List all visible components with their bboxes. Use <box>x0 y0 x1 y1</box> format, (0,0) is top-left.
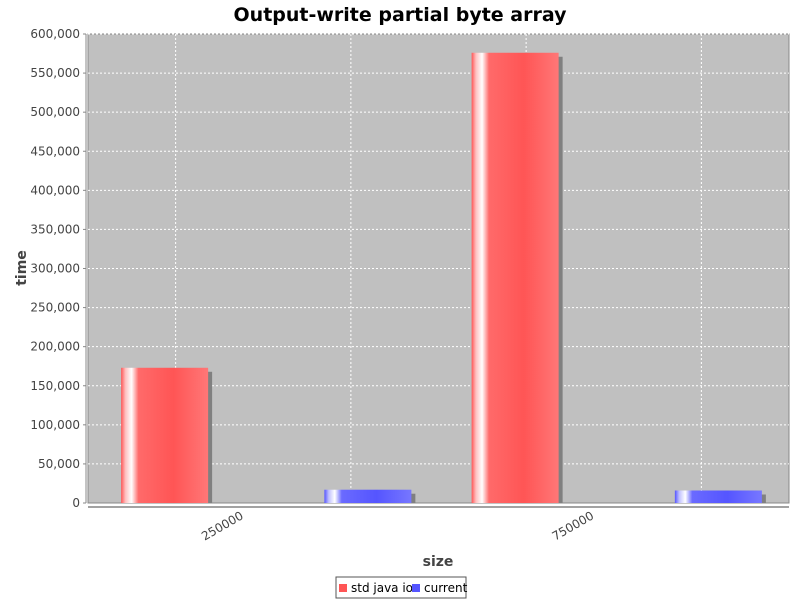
x-tick-label: 750000 <box>550 508 597 543</box>
y-tick-label: 0 <box>72 496 80 510</box>
bar-current-250000 <box>324 489 412 503</box>
y-tick-label: 150,000 <box>30 379 80 393</box>
bar-std-java-io-750000 <box>471 52 559 503</box>
legend-box <box>335 576 467 599</box>
y-tick-label: 350,000 <box>30 222 80 236</box>
x-axis-ticks: 250000 750000 <box>199 508 596 543</box>
y-tick-label: 50,000 <box>38 457 80 471</box>
y-tick-label: 300,000 <box>30 262 80 276</box>
chart-title: Output-write partial byte array <box>234 4 568 26</box>
y-tick-label: 500,000 <box>30 105 80 119</box>
x-tick-label: 250000 <box>199 508 246 543</box>
legend: std java io current <box>335 576 468 599</box>
legend-label-current: current <box>424 581 468 595</box>
y-tick-label: 250,000 <box>30 301 80 315</box>
legend-swatch-current <box>412 584 420 592</box>
legend-label-std-java-io: std java io <box>351 581 413 595</box>
legend-swatch-std-java-io <box>339 584 347 592</box>
bar-std-java-io-250000 <box>121 367 209 503</box>
y-axis-label: time <box>14 250 30 286</box>
bars <box>121 52 766 503</box>
y-tick-label: 100,000 <box>30 418 80 432</box>
y-tick-label: 550,000 <box>30 66 80 80</box>
y-tick-label: 200,000 <box>30 340 80 354</box>
bar-current-750000 <box>674 490 762 503</box>
x-axis-label: size <box>423 554 454 570</box>
y-axis-ticks: 0 50,000 100,000 150,000 200,000 250,000 300,0… <box>30 27 86 510</box>
y-tick-label: 400,000 <box>30 183 80 197</box>
y-tick-label: 600,000 <box>30 27 80 41</box>
y-tick-label: 450,000 <box>30 144 80 158</box>
